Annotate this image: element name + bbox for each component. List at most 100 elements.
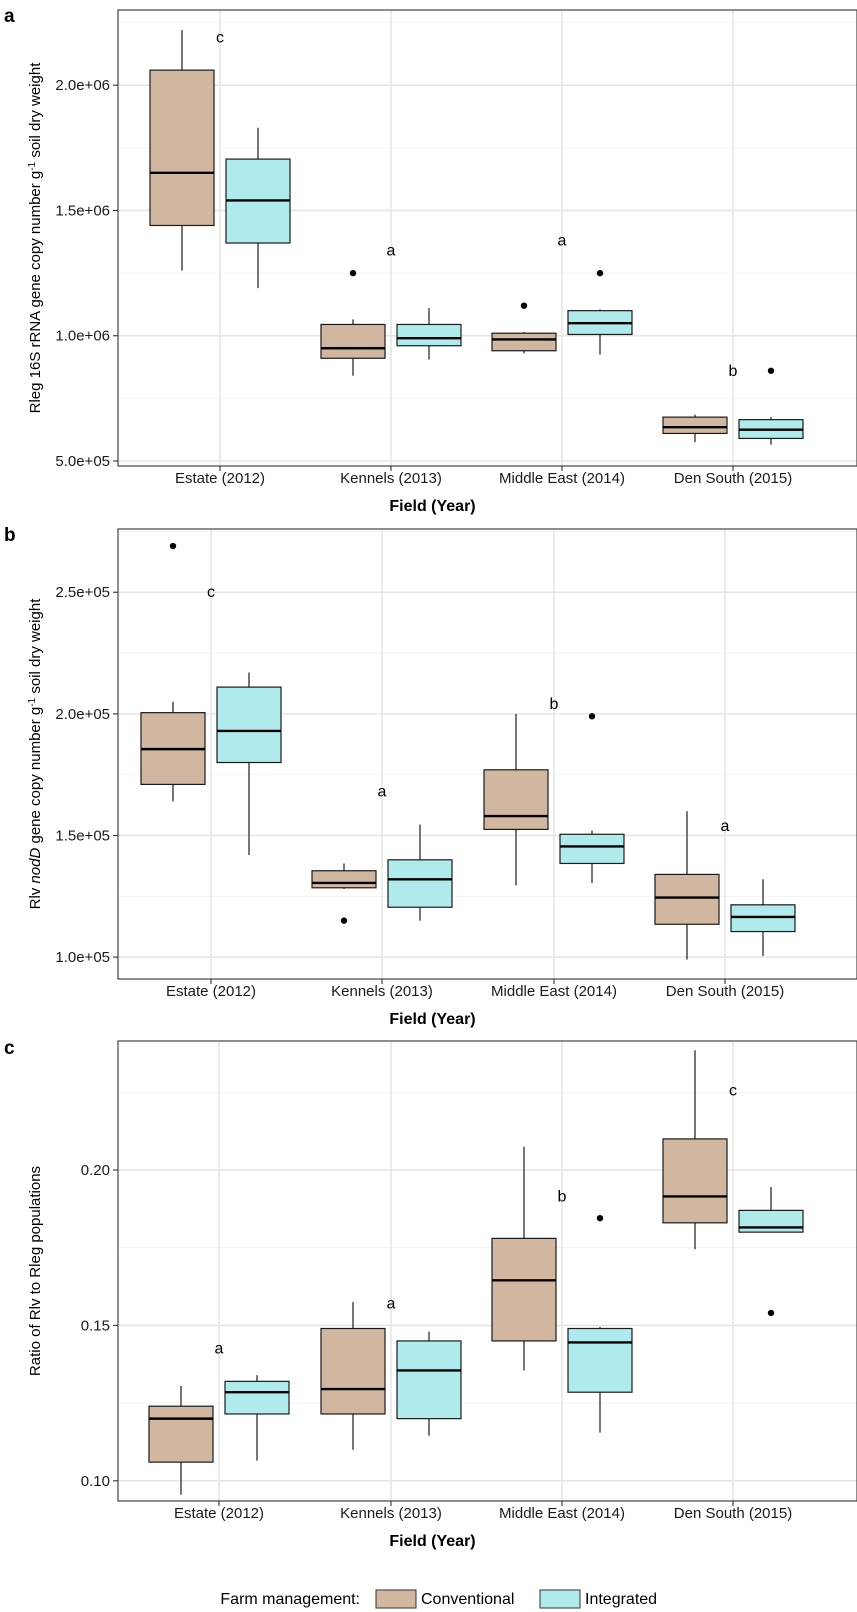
box-integrated-4 — [738, 367, 804, 445]
x-tick-label: Den South (2015) — [674, 1505, 792, 1522]
significance-letter: a — [721, 818, 730, 835]
box-body — [483, 769, 549, 831]
box-body — [491, 1237, 557, 1342]
y-tick-label: 5.0e+05 — [55, 453, 110, 470]
box-body — [662, 1138, 728, 1224]
box-integrated-4 — [730, 879, 796, 956]
box-body — [396, 1340, 462, 1420]
x-tick-label: Kennels (2013) — [340, 1505, 442, 1522]
x-tick-label: Kennels (2013) — [331, 983, 433, 1000]
y-axis-title-part: -1 — [27, 161, 38, 170]
y-tick-label: 1.0e+06 — [55, 328, 110, 345]
y-axis-title: Ratio of Rlv to Rleg populations — [27, 1166, 44, 1376]
y-axis-title-part: soil dry weight — [27, 62, 44, 162]
box-conventional-3 — [483, 713, 549, 886]
x-tick-label: Den South (2015) — [674, 470, 792, 487]
x-axis: Estate (2012) Kennels (2013) Middle East (… — [166, 979, 784, 1000]
x-tick-label: Estate (2012) — [175, 470, 265, 487]
panel-a: a c a a b 5.0e+05 1.0e+06 1.5e+06 2.0e+06 Estate … — [4, 6, 857, 515]
box-integrated-2 — [396, 308, 462, 360]
series-conventional — [149, 30, 728, 443]
legend-key-conventional — [375, 1589, 417, 1609]
y-tick-label: 1.5e+05 — [55, 827, 110, 844]
y-tick-label: 1.0e+05 — [55, 949, 110, 966]
x-tick-label: Kennels (2013) — [340, 470, 442, 487]
box-conventional-1 — [140, 542, 206, 802]
plot-frame — [117, 9, 857, 467]
y-axis-title-part: Rlv — [27, 884, 44, 910]
box-body — [149, 69, 215, 227]
y-tick-label: 2.0e+06 — [55, 77, 110, 94]
box-conventional-2 — [320, 269, 386, 376]
box-conventional-2 — [320, 1302, 386, 1450]
y-axis: 0.10 0.15 0.20 — [81, 1162, 118, 1490]
box-conventional-3 — [491, 1146, 557, 1371]
box-body — [662, 416, 728, 435]
outlier-point — [588, 713, 596, 720]
box-body — [396, 323, 462, 347]
legend: Farm management: Conventional Integrated — [220, 1589, 657, 1609]
outlier-point — [767, 1309, 775, 1317]
y-tick-label: 0.15 — [81, 1317, 110, 1334]
y-axis-title: Rlv nodD gene copy number g-1 soil dry w… — [27, 598, 45, 910]
y-tick-label: 1.5e+06 — [55, 202, 110, 219]
significance-letter: a — [215, 1341, 224, 1358]
significance-letter: a — [387, 1296, 396, 1313]
x-axis: Estate (2012) Kennels (2013) Middle East (… — [174, 1501, 792, 1522]
panel-label: b — [4, 525, 16, 546]
y-tick-label: 2.5e+05 — [55, 584, 110, 601]
x-tick-label: Estate (2012) — [166, 983, 256, 1000]
x-tick-label: Middle East (2014) — [499, 1505, 625, 1522]
y-tick-label: 2.0e+05 — [55, 706, 110, 723]
significance-letter: b — [729, 363, 738, 380]
box-body — [320, 1327, 386, 1415]
outlier-point — [349, 269, 357, 277]
y-axis-title: Rleg 16S rRNA gene copy number g-1 soil … — [27, 62, 45, 414]
y-axis-title-part: -1 — [27, 697, 38, 706]
panels: a c a a b 5.0e+05 1.0e+06 1.5e+06 2.0e+06 Estate … — [4, 6, 857, 1550]
panel-c: c a a b c 0.10 0.15 0.20 Estate (2012) Kennels (2… — [4, 1038, 857, 1550]
box-body — [559, 833, 625, 865]
box-conventional-4 — [654, 811, 720, 960]
box-conventional-1 — [149, 30, 215, 271]
box-body — [730, 904, 796, 933]
box-integrated-1 — [216, 672, 282, 855]
significance-letters: a a b c — [215, 1083, 737, 1358]
legend-title: Farm management: — [220, 1591, 360, 1608]
legend-key-integrated — [539, 1589, 581, 1609]
y-axis-title-part: gene copy number g — [27, 707, 44, 848]
box-conventional-4 — [662, 1050, 728, 1250]
box-body — [491, 332, 557, 352]
y-tick-label: 0.10 — [81, 1473, 110, 1490]
plot-frame — [117, 1040, 857, 1502]
box-integrated-4 — [738, 1187, 804, 1317]
box-integrated-3 — [567, 269, 633, 355]
significance-letters: c a a b — [216, 30, 738, 380]
outlier-point — [340, 917, 348, 924]
box-integrated-1 — [224, 1375, 290, 1461]
series-integrated — [224, 1187, 804, 1461]
significance-letters: c a b a — [207, 584, 730, 835]
significance-letter: c — [729, 1083, 737, 1100]
panel-b: b c a b a 1.0e+05 1.5e+05 2.0e+05 2.5e+05 Estate … — [4, 525, 857, 1028]
significance-letter: b — [558, 1188, 567, 1205]
legend-label-integrated: Integrated — [585, 1591, 657, 1608]
y-axis: 5.0e+05 1.0e+06 1.5e+06 2.0e+06 — [55, 77, 118, 470]
outlier-point — [169, 542, 177, 550]
significance-letter: a — [558, 233, 567, 250]
series-integrated — [216, 672, 796, 956]
plot-frame — [117, 528, 857, 980]
y-axis-title-part: Ratio of Rlv to Rleg populations — [27, 1166, 44, 1376]
box-body — [216, 686, 282, 764]
box-body — [387, 859, 453, 908]
box-integrated-3 — [559, 713, 625, 883]
x-axis-title: Field (Year) — [389, 498, 475, 515]
box-body — [224, 1380, 290, 1415]
box-integrated-3 — [567, 1214, 633, 1433]
outlier-point — [596, 269, 604, 277]
x-axis: Estate (2012) Kennels (2013) Middle East (… — [175, 466, 792, 487]
box-conventional-2 — [311, 863, 377, 924]
panel-label: a — [4, 6, 15, 27]
x-axis-title: Field (Year) — [389, 1011, 475, 1028]
